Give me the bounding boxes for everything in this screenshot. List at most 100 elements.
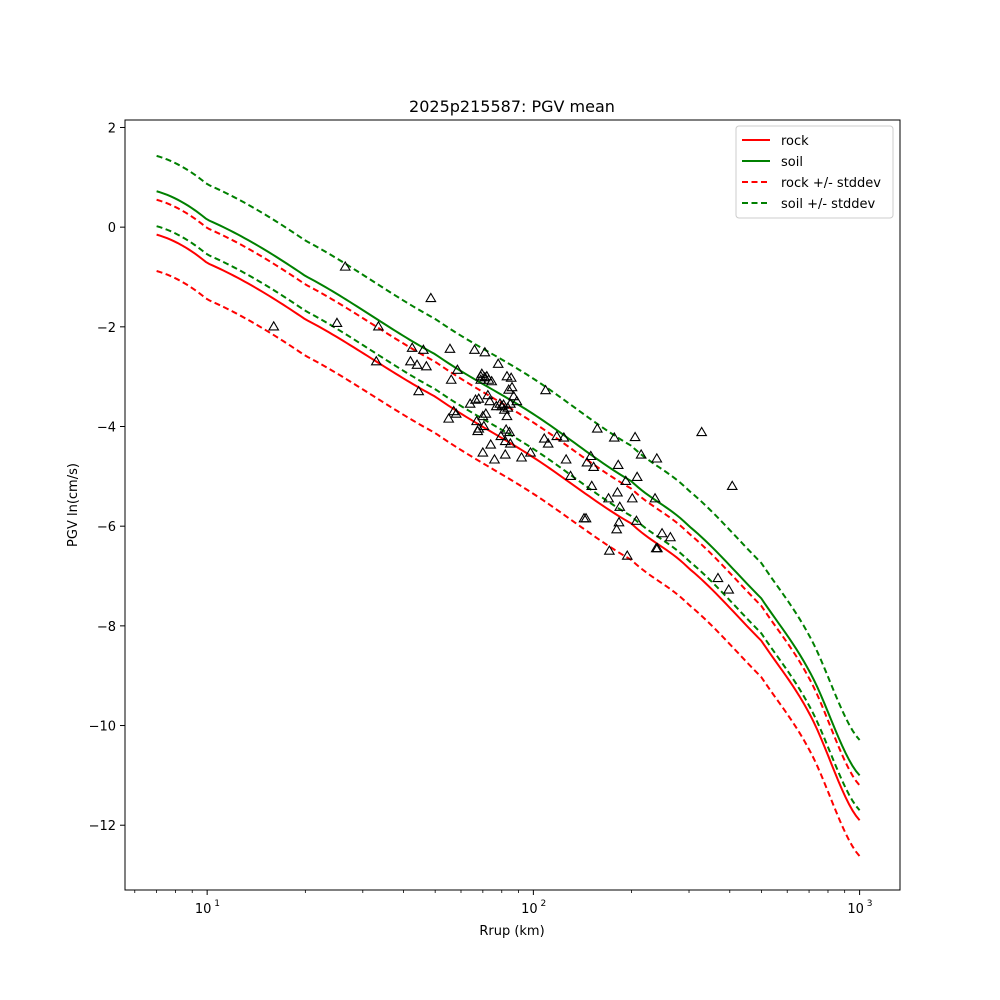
- y-tick-label: −6: [97, 520, 116, 535]
- data-point: [495, 430, 507, 441]
- x-tick-label: 10: [847, 902, 864, 917]
- data-point: [630, 515, 643, 525]
- data-point: [417, 344, 430, 354]
- series-line-0: [156, 233, 861, 821]
- data-point: [723, 583, 735, 594]
- legend-label: soil +/- stddev: [781, 197, 876, 212]
- y-tick-label: −2: [97, 321, 116, 336]
- series-line-4: [156, 154, 861, 741]
- data-point: [420, 360, 433, 371]
- data-point: [511, 395, 523, 406]
- chart-title: 2025p215587: PGV mean: [409, 97, 615, 116]
- data-point: [602, 492, 615, 503]
- plot-frame: [124, 119, 901, 891]
- data-point: [497, 398, 510, 409]
- series-line-1: [156, 190, 861, 777]
- legend-label: rock +/- stddev: [781, 176, 881, 191]
- data-point: [370, 355, 383, 366]
- series-lines: [156, 154, 861, 857]
- data-point: [412, 385, 425, 396]
- y-tick-label: −12: [89, 819, 116, 834]
- data-point: [656, 527, 668, 538]
- data-point: [629, 431, 641, 442]
- data-point: [470, 415, 483, 426]
- data-points: [268, 260, 738, 594]
- data-point: [620, 475, 632, 485]
- data-point: [485, 375, 498, 386]
- data-point: [587, 461, 600, 472]
- data-point: [614, 501, 626, 511]
- data-point: [444, 343, 456, 353]
- data-point: [478, 420, 490, 431]
- data-point: [542, 437, 554, 448]
- data-point: [331, 317, 343, 327]
- data-point: [451, 364, 464, 374]
- data-point: [485, 438, 497, 449]
- data-point: [445, 374, 457, 384]
- data-point: [539, 384, 552, 395]
- legend-box: [735, 125, 894, 219]
- data-point: [483, 374, 495, 384]
- data-point: [505, 372, 517, 382]
- data-point: [551, 430, 563, 441]
- data-point: [524, 446, 537, 457]
- data-point: [501, 410, 513, 421]
- data-point: [613, 516, 625, 527]
- data-point: [651, 542, 664, 553]
- x-tick-label: 10: [195, 902, 212, 917]
- data-point: [564, 470, 577, 480]
- data-point: [635, 448, 647, 459]
- y-tick-label: 2: [108, 121, 116, 136]
- data-point: [404, 355, 417, 366]
- data-point: [479, 346, 491, 357]
- data-point: [468, 344, 481, 354]
- data-point: [339, 260, 351, 271]
- data-point: [558, 431, 570, 442]
- data-point: [649, 492, 661, 503]
- series-line-2: [156, 198, 861, 786]
- data-point: [499, 435, 511, 446]
- x-tick-exponent: 3: [867, 899, 873, 909]
- data-point: [651, 452, 663, 463]
- data-point: [515, 451, 528, 462]
- data-point: [442, 412, 455, 423]
- data-point: [492, 358, 504, 368]
- y-tick-label: −8: [97, 620, 116, 635]
- legend-label: soil: [781, 155, 803, 170]
- data-point: [581, 456, 593, 467]
- data-point: [480, 407, 492, 418]
- data-point: [406, 342, 418, 352]
- legend-label: rock: [781, 134, 809, 149]
- data-point: [500, 423, 512, 434]
- data-point: [631, 471, 643, 481]
- data-point: [488, 453, 501, 464]
- data-point: [726, 480, 738, 490]
- data-point: [664, 531, 677, 542]
- data-point: [450, 407, 462, 418]
- data-point: [498, 403, 511, 414]
- data-point: [695, 426, 708, 437]
- data-point: [484, 395, 496, 406]
- data-point: [372, 320, 385, 331]
- data-point: [490, 400, 503, 411]
- data-point: [586, 480, 598, 490]
- x-tick-exponent: 2: [541, 899, 547, 909]
- data-point: [712, 572, 724, 583]
- data-point: [473, 393, 485, 403]
- data-point: [503, 426, 516, 437]
- data-point: [477, 446, 489, 457]
- data-point: [268, 320, 280, 331]
- data-point: [585, 450, 597, 461]
- data-point: [473, 422, 485, 433]
- data-point: [482, 389, 494, 400]
- x-axis-label: Rrup (km): [479, 924, 544, 939]
- data-point: [502, 384, 515, 394]
- data-point: [610, 523, 623, 534]
- data-point: [499, 448, 511, 459]
- y-tick-label: −4: [97, 421, 116, 436]
- data-point: [560, 453, 572, 464]
- data-point: [580, 512, 592, 523]
- data-point: [506, 381, 518, 392]
- x-tick-label: 10: [521, 902, 538, 917]
